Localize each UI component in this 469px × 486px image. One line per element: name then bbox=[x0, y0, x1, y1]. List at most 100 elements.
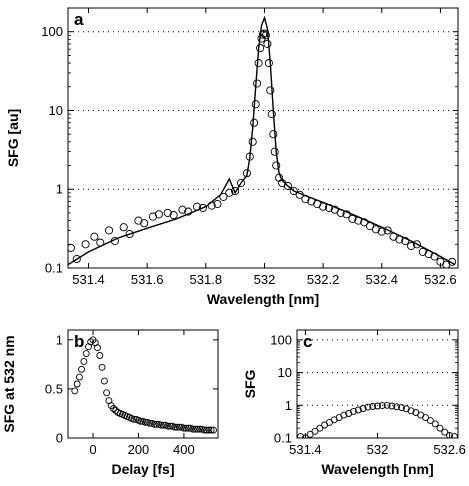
data-point bbox=[250, 118, 259, 127]
data-point bbox=[90, 232, 99, 241]
panel-label: b bbox=[74, 332, 84, 351]
data-point bbox=[213, 199, 222, 209]
data-point bbox=[148, 212, 158, 221]
data-point bbox=[253, 79, 262, 88]
panel-a: 531.4 531.6 531.8 532 532.2 532.4 532.6 0.1 1 10 1… bbox=[5, 7, 459, 307]
data-point bbox=[377, 227, 386, 236]
data-point bbox=[441, 428, 449, 436]
x-tick-label: 532.2 bbox=[307, 272, 340, 287]
data-point bbox=[140, 219, 149, 228]
data-point bbox=[436, 424, 444, 432]
data-point bbox=[141, 418, 149, 426]
data-point bbox=[157, 421, 165, 429]
x-tick-label: 532.6 bbox=[433, 442, 466, 457]
data-point bbox=[383, 226, 392, 235]
data-point bbox=[263, 39, 272, 48]
data-point bbox=[125, 229, 134, 239]
data-point bbox=[150, 420, 158, 428]
data-point bbox=[189, 425, 197, 433]
data-point bbox=[175, 423, 183, 431]
x-tick-label: 200 bbox=[128, 442, 150, 457]
x-axis-label: Delay [fs] bbox=[111, 461, 174, 477]
data-point bbox=[450, 433, 458, 438]
data-point bbox=[80, 357, 88, 365]
data-point bbox=[100, 377, 108, 385]
data-point bbox=[169, 211, 178, 220]
y-tick-label: 100 bbox=[41, 24, 63, 39]
data-point bbox=[225, 188, 234, 197]
data-point bbox=[154, 210, 163, 219]
data-point bbox=[297, 433, 305, 438]
x-tick-label: 531.4 bbox=[289, 442, 322, 457]
data-point bbox=[236, 178, 246, 188]
data-point bbox=[160, 421, 167, 429]
data-point bbox=[431, 420, 439, 428]
data-point bbox=[200, 426, 208, 434]
data-point bbox=[371, 225, 380, 234]
data-point bbox=[87, 338, 95, 346]
axes-box bbox=[67, 329, 219, 439]
data-point bbox=[98, 363, 106, 371]
data-point bbox=[103, 389, 111, 397]
data-point bbox=[412, 240, 421, 249]
y-tick-label: 0 bbox=[56, 431, 63, 446]
x-tick-label: 532.6 bbox=[424, 272, 457, 287]
data-point bbox=[166, 422, 174, 430]
data-point bbox=[207, 426, 215, 434]
y-tick-label: 1 bbox=[56, 332, 63, 347]
data-point bbox=[269, 130, 278, 139]
data-point bbox=[163, 208, 172, 217]
y-tick-label: 0.1 bbox=[274, 431, 292, 446]
x-tick-label: 531.4 bbox=[72, 272, 105, 287]
data-point bbox=[130, 415, 138, 423]
data-point bbox=[242, 169, 251, 178]
data-point bbox=[94, 344, 101, 352]
data-point bbox=[316, 424, 324, 432]
data-point bbox=[71, 387, 79, 395]
data-point bbox=[73, 380, 81, 388]
y-tick-label: 0.1 bbox=[45, 261, 63, 276]
data-point bbox=[178, 205, 187, 214]
data-point bbox=[264, 59, 273, 68]
data-point bbox=[81, 240, 90, 249]
data-point bbox=[383, 401, 391, 409]
data-point bbox=[311, 427, 319, 435]
data-point bbox=[401, 236, 410, 246]
data-point bbox=[82, 350, 90, 358]
data-point bbox=[254, 59, 263, 68]
data-point bbox=[407, 241, 416, 251]
data-point bbox=[378, 402, 386, 410]
plot-area bbox=[71, 336, 217, 434]
y-tick-label: 0.5 bbox=[45, 381, 63, 396]
x-tick-label: 0 bbox=[89, 442, 96, 457]
data-point bbox=[398, 404, 405, 412]
data-point bbox=[219, 192, 228, 201]
data-point bbox=[110, 405, 117, 412]
data-point bbox=[359, 405, 367, 412]
data-point bbox=[270, 147, 279, 156]
y-tick-label: 10 bbox=[278, 365, 292, 380]
x-tick-label: 400 bbox=[173, 442, 195, 457]
data-point bbox=[402, 405, 410, 413]
data-point bbox=[306, 430, 314, 438]
data-point bbox=[191, 425, 199, 433]
axes-box bbox=[296, 329, 459, 439]
data-point bbox=[289, 186, 298, 196]
fit-line bbox=[68, 15, 456, 266]
data-point bbox=[180, 424, 188, 432]
x-tick-label: 532 bbox=[367, 442, 389, 457]
data-point bbox=[171, 423, 179, 431]
plot-area bbox=[297, 401, 458, 438]
data-point bbox=[78, 365, 86, 373]
x-tick-label: 532 bbox=[254, 272, 276, 287]
data-point bbox=[354, 406, 362, 414]
y-tick-label: 100 bbox=[270, 332, 292, 347]
data-point bbox=[266, 86, 275, 95]
x-axis-label: Wavelength [nm] bbox=[321, 461, 433, 477]
data-point bbox=[348, 214, 357, 223]
data-point bbox=[210, 426, 217, 434]
data-point bbox=[205, 426, 213, 434]
data-point bbox=[146, 419, 154, 427]
data-point bbox=[393, 403, 401, 411]
